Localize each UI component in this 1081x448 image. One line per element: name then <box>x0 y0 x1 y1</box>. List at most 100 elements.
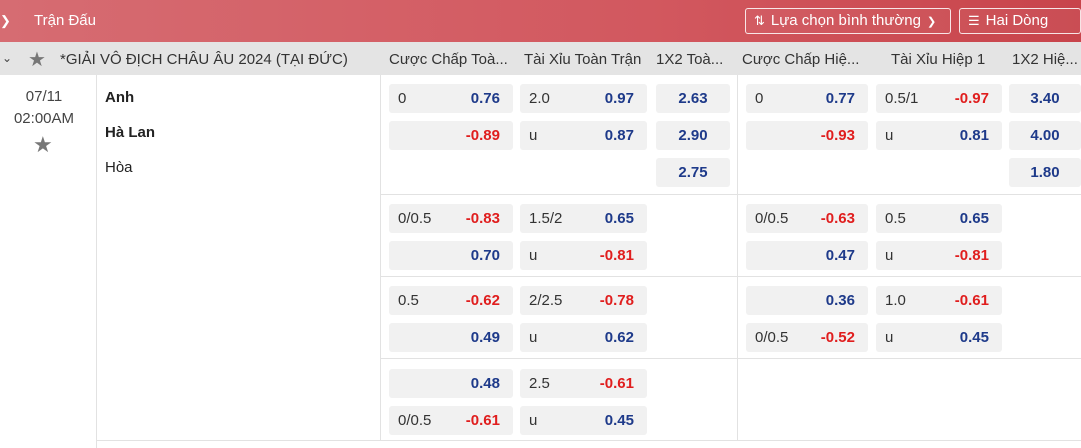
odds-value: 0.87 <box>604 127 634 144</box>
list-icon: ☰ <box>968 13 980 28</box>
odds-cell-1x2-ft[interactable]: 2.63 <box>656 84 730 113</box>
match-date: 07/11 <box>25 88 63 105</box>
divider <box>381 276 737 277</box>
odds-cell-ou-ft[interactable]: 2/2.5 -0.78 <box>520 286 647 315</box>
odds-cell-1x2-h1[interactable]: 1.80 <box>1009 158 1081 187</box>
odds-cell-ou-h1[interactable]: u 0.45 <box>876 323 1002 352</box>
odds-cell-hdp-ft[interactable]: -0.89 <box>389 121 513 150</box>
odds-cell-hdp-h1[interactable]: 0/0.5 -0.63 <box>746 204 868 233</box>
ou-line: 2.0 <box>529 90 550 107</box>
odds-cell-ou-ft[interactable]: u -0.81 <box>520 241 647 270</box>
hdp-line: 0/0.5 <box>398 210 432 227</box>
odds-cell-ou-h1[interactable]: 0.5 0.65 <box>876 204 1002 233</box>
odds-cell-hdp-ft[interactable]: 0.48 <box>389 369 513 398</box>
page-title: Trận Đấu <box>34 12 96 29</box>
odds-cell-hdp-ft[interactable]: 0.49 <box>389 323 513 352</box>
odds-cell-ou-h1[interactable]: 1.0 -0.61 <box>876 286 1002 315</box>
sort-mode-label: Lựa chọn bình thường <box>770 12 921 29</box>
odds-cell-hdp-h1[interactable]: -0.93 <box>746 121 868 150</box>
away-team[interactable]: Hà Lan <box>105 124 156 141</box>
divider <box>738 276 1081 277</box>
collapse-chevron-icon[interactable]: ❯ <box>0 13 11 28</box>
odds-value: 4.00 <box>1030 127 1060 144</box>
ou-line: u <box>529 329 538 346</box>
draw-label: Hòa <box>105 159 133 176</box>
ou-line: 1.0 <box>885 292 906 309</box>
ou-line: u <box>529 247 538 264</box>
odds-cell-1x2-ft[interactable]: 2.75 <box>656 158 730 187</box>
odds-display-dropdown[interactable]: ☰ Hai Dòng <box>959 8 1081 34</box>
odds-value: -0.61 <box>599 375 634 392</box>
chevron-down-icon: ❯ <box>926 16 937 28</box>
odds-value: 0.77 <box>825 90 855 107</box>
sort-mode-dropdown[interactable]: ⇅ Lựa chọn bình thường ❯ <box>745 8 951 34</box>
ou-line: 2/2.5 <box>529 292 563 309</box>
odds-cell-1x2-h1[interactable]: 4.00 <box>1009 121 1081 150</box>
odds-cell-hdp-h1[interactable]: 0.36 <box>746 286 868 315</box>
ou-line: 0.5/1 <box>885 90 919 107</box>
odds-cell-ou-ft[interactable]: 2.0 0.97 <box>520 84 647 113</box>
odds-value: -0.97 <box>954 90 989 107</box>
odds-cell-hdp-h1[interactable]: 0 0.77 <box>746 84 868 113</box>
odds-value: -0.62 <box>465 292 500 309</box>
home-team[interactable]: Anh <box>105 89 135 106</box>
odds-value: 2.75 <box>678 164 708 181</box>
col-overunder-fulltime[interactable]: Tài Xỉu Toàn Trận <box>524 51 642 68</box>
col-handicap-fulltime[interactable]: Cược Chấp Toà... <box>389 51 508 68</box>
league-favorite-star-icon[interactable]: ★ <box>28 49 46 71</box>
hdp-line: 0 <box>398 90 407 107</box>
odds-cell-ou-h1[interactable]: 0.5/1 -0.97 <box>876 84 1002 113</box>
match-time-column: 07/11 02:00AM ★ <box>0 75 97 448</box>
odds-cell-ou-ft[interactable]: u 0.62 <box>520 323 647 352</box>
hdp-line: 0.5 <box>398 292 419 309</box>
col-overunder-half1[interactable]: Tài Xỉu Hiệp 1 <box>891 51 986 68</box>
odds-value: 1.80 <box>1030 164 1060 181</box>
odds-value: 0.76 <box>470 90 500 107</box>
odds-value: 0.45 <box>604 412 634 429</box>
odds-cell-ou-ft[interactable]: 1.5/2 0.65 <box>520 204 647 233</box>
league-toggle-chevron-icon[interactable]: ⌄ <box>2 51 13 65</box>
match-time: 02:00AM <box>13 110 75 127</box>
odds-cell-ou-h1[interactable]: u 0.81 <box>876 121 1002 150</box>
divider <box>97 440 1081 441</box>
hdp-line: 0/0.5 <box>755 210 789 227</box>
odds-value: 0.97 <box>604 90 634 107</box>
odds-cell-hdp-ft[interactable]: 0.70 <box>389 241 513 270</box>
odds-value: 0.36 <box>825 292 855 309</box>
odds-value: 2.63 <box>678 90 708 107</box>
odds-value: 2.90 <box>678 127 708 144</box>
divider <box>738 194 1081 195</box>
divider <box>738 358 1081 359</box>
odds-cell-hdp-ft[interactable]: 0.5 -0.62 <box>389 286 513 315</box>
odds-value: -0.61 <box>954 292 989 309</box>
odds-value: -0.61 <box>465 412 500 429</box>
header-bar: ❯ Trận Đấu ⇅ Lựa chọn bình thường ❯ ☰ Hai D… <box>0 0 1081 42</box>
odds-value: 0.48 <box>470 375 500 392</box>
odds-cell-hdp-ft[interactable]: 0 0.76 <box>389 84 513 113</box>
odds-cell-hdp-h1[interactable]: 0.47 <box>746 241 868 270</box>
odds-display-label: Hai Dòng <box>985 12 1049 29</box>
odds-cell-1x2-h1[interactable]: 3.40 <box>1009 84 1081 113</box>
league-header-row: ⌄ ★ *GIẢI VÔ ĐỊCH CHÂU ÂU 2024 (TẠI ĐỨC)… <box>0 42 1081 75</box>
hdp-line: 0 <box>755 90 764 107</box>
odds-value: 0.70 <box>470 247 500 264</box>
col-handicap-half1[interactable]: Cược Chấp Hiệ... <box>742 51 860 68</box>
odds-cell-ou-ft[interactable]: u 0.45 <box>520 406 647 435</box>
col-1x2-fulltime[interactable]: 1X2 Toà... <box>656 51 724 68</box>
match-favorite-star-icon[interactable]: ★ <box>33 132 53 157</box>
divider <box>381 194 737 195</box>
col-1x2-half1[interactable]: 1X2 Hiệ... <box>1012 51 1078 68</box>
odds-cell-ou-h1[interactable]: u -0.81 <box>876 241 1002 270</box>
odds-value: 0.65 <box>604 210 634 227</box>
ou-line: u <box>885 247 894 264</box>
divider <box>380 75 381 440</box>
odds-cell-ou-ft[interactable]: u 0.87 <box>520 121 647 150</box>
odds-cell-hdp-h1[interactable]: 0/0.5 -0.52 <box>746 323 868 352</box>
odds-cell-hdp-ft[interactable]: 0/0.5 -0.83 <box>389 204 513 233</box>
odds-value: -0.89 <box>465 127 500 144</box>
odds-cell-ou-ft[interactable]: 2.5 -0.61 <box>520 369 647 398</box>
odds-cell-1x2-ft[interactable]: 2.90 <box>656 121 730 150</box>
sort-icon: ⇅ <box>754 13 765 28</box>
odds-value: -0.63 <box>820 210 855 227</box>
odds-cell-hdp-ft[interactable]: 0/0.5 -0.61 <box>389 406 513 435</box>
